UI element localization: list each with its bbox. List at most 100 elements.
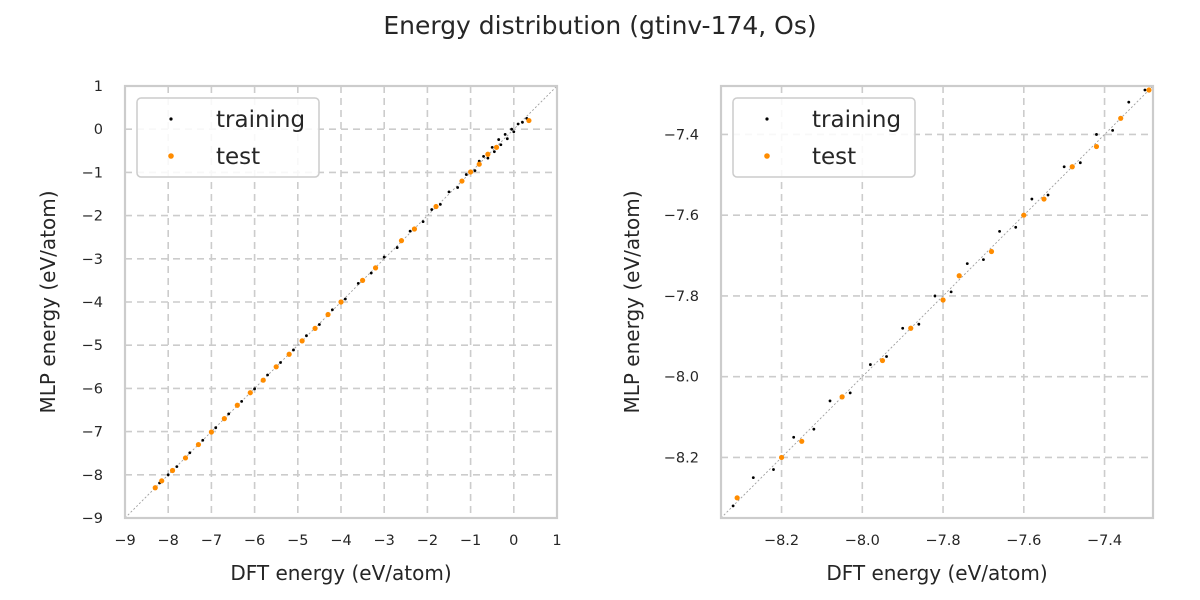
training-point xyxy=(492,150,496,154)
test-point xyxy=(247,390,253,396)
training-point xyxy=(933,294,937,298)
training-point xyxy=(369,271,373,275)
y-tick-label: −2 xyxy=(82,209,103,225)
training-point xyxy=(949,290,953,294)
y-tick-label: −7.6 xyxy=(664,208,699,224)
training-point xyxy=(516,122,520,126)
plot-frame xyxy=(123,84,559,520)
training-point xyxy=(330,308,334,312)
training-point xyxy=(731,504,735,508)
training-point xyxy=(421,220,425,224)
x-tick-label: −8 xyxy=(158,533,179,549)
test-point xyxy=(799,438,805,444)
x-tick-label: −8.0 xyxy=(845,533,880,549)
training-point xyxy=(510,127,514,131)
test-point xyxy=(734,495,740,501)
test-point xyxy=(312,325,318,331)
test-point xyxy=(411,226,418,232)
training-point xyxy=(473,169,477,173)
legend-marker-training xyxy=(169,117,173,121)
x-tick-label: −7.8 xyxy=(925,533,960,549)
legend-marker-test xyxy=(764,153,770,159)
test-point xyxy=(468,169,474,175)
training-point xyxy=(998,229,1001,233)
legend-box xyxy=(732,97,916,178)
test-point xyxy=(433,203,439,210)
training-point xyxy=(512,130,516,134)
training-point xyxy=(438,202,442,206)
x-tick-label: −7.4 xyxy=(1087,533,1122,549)
plot-frame xyxy=(719,84,1155,520)
training-point xyxy=(464,173,468,176)
test-point xyxy=(493,144,500,150)
x-tick-label: −6 xyxy=(244,533,265,549)
test-point xyxy=(221,416,227,422)
training-point xyxy=(1014,225,1018,229)
y-tick-label: −3 xyxy=(82,252,103,268)
x-tick-label: 0 xyxy=(509,533,518,549)
training-point xyxy=(292,348,295,352)
training-point xyxy=(751,476,755,480)
training-point xyxy=(343,297,347,301)
test-point xyxy=(152,485,158,491)
test-point xyxy=(260,377,266,383)
test-point xyxy=(169,467,176,474)
figure-title: Energy distribution (gtinv-174, Os) xyxy=(383,11,816,40)
training-point xyxy=(318,323,321,326)
left-scatter-panel: −9 −8 −7 −6 −5 −4 −3 −2 −1 0 1 −9 −8 −7 −6 −5 −4 −3 −2 −1 0 1… xyxy=(36,79,562,585)
training-point xyxy=(490,145,494,149)
training-point xyxy=(503,132,507,136)
training-point xyxy=(497,138,501,141)
legend-label-test: test xyxy=(216,144,260,170)
test-point xyxy=(459,178,465,184)
test-point xyxy=(476,161,482,167)
training-point xyxy=(499,143,503,147)
scatter-points xyxy=(152,117,532,491)
test-point xyxy=(940,297,946,303)
training-point xyxy=(1111,129,1115,132)
x-tick-label: −9 xyxy=(114,533,135,549)
training-point xyxy=(828,399,832,403)
y-tick-label: −9 xyxy=(82,511,103,527)
test-point xyxy=(182,455,189,461)
y-tick-label: 0 xyxy=(94,122,103,138)
training-point xyxy=(240,399,244,403)
test-point xyxy=(988,248,995,255)
y-tick-label: −1 xyxy=(82,165,103,181)
y-tick-label: −4 xyxy=(82,295,103,311)
x-axis-label: DFT energy (eV/atom) xyxy=(230,561,451,585)
training-point xyxy=(505,137,509,141)
training-point xyxy=(166,473,170,477)
legend-marker-test xyxy=(168,153,174,159)
test-point xyxy=(778,454,785,461)
scatter-points xyxy=(731,87,1152,508)
test-point xyxy=(299,338,305,344)
x-tick-label: −4 xyxy=(330,533,351,549)
training-point xyxy=(408,229,412,233)
test-point xyxy=(159,478,165,484)
test-point xyxy=(839,394,845,400)
test-point xyxy=(273,364,279,370)
test-point xyxy=(1146,87,1152,93)
test-point xyxy=(1118,115,1124,121)
test-point xyxy=(1093,143,1100,150)
training-point xyxy=(486,156,490,160)
test-point xyxy=(195,441,202,448)
training-point xyxy=(868,363,872,366)
y-tick-label: −8.0 xyxy=(664,370,699,386)
x-tick-label: −8.2 xyxy=(764,533,799,549)
training-point xyxy=(1030,197,1034,201)
training-point xyxy=(1078,161,1082,165)
training-point xyxy=(356,282,360,285)
y-axis-label: MLP energy (eV/atom) xyxy=(36,190,60,413)
training-point xyxy=(188,451,192,455)
training-point xyxy=(447,190,451,194)
test-point xyxy=(1069,164,1075,170)
training-point xyxy=(982,258,985,262)
test-point xyxy=(1021,212,1027,218)
x-tick-label: −5 xyxy=(287,533,308,549)
y-tick-label: −7.4 xyxy=(664,127,699,143)
training-point xyxy=(521,120,524,124)
